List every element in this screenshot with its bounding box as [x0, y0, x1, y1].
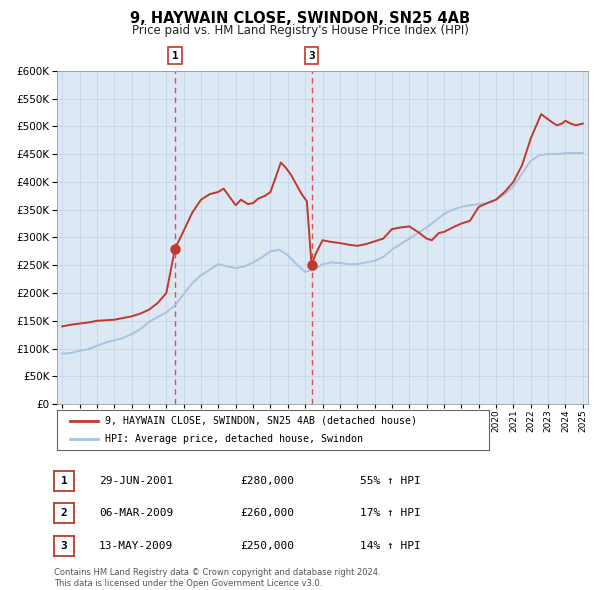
Text: 13-MAY-2009: 13-MAY-2009 — [99, 541, 173, 550]
Text: This data is licensed under the Open Government Licence v3.0.: This data is licensed under the Open Gov… — [54, 579, 322, 588]
Text: Price paid vs. HM Land Registry's House Price Index (HPI): Price paid vs. HM Land Registry's House … — [131, 24, 469, 37]
Text: 14% ↑ HPI: 14% ↑ HPI — [360, 541, 421, 550]
Text: 2: 2 — [61, 509, 67, 518]
Text: 9, HAYWAIN CLOSE, SWINDON, SN25 4AB: 9, HAYWAIN CLOSE, SWINDON, SN25 4AB — [130, 11, 470, 25]
Text: 17% ↑ HPI: 17% ↑ HPI — [360, 509, 421, 518]
Text: 9, HAYWAIN CLOSE, SWINDON, SN25 4AB (detached house): 9, HAYWAIN CLOSE, SWINDON, SN25 4AB (det… — [104, 416, 416, 426]
Text: 55% ↑ HPI: 55% ↑ HPI — [360, 476, 421, 486]
Text: 3: 3 — [308, 51, 315, 61]
Text: 3: 3 — [61, 541, 67, 550]
Text: Contains HM Land Registry data © Crown copyright and database right 2024.: Contains HM Land Registry data © Crown c… — [54, 568, 380, 576]
Text: £260,000: £260,000 — [240, 509, 294, 518]
Text: 06-MAR-2009: 06-MAR-2009 — [99, 509, 173, 518]
Text: 1: 1 — [172, 51, 178, 61]
Text: HPI: Average price, detached house, Swindon: HPI: Average price, detached house, Swin… — [104, 434, 362, 444]
Text: 29-JUN-2001: 29-JUN-2001 — [99, 476, 173, 486]
Text: 1: 1 — [61, 476, 67, 486]
Text: £280,000: £280,000 — [240, 476, 294, 486]
Text: £250,000: £250,000 — [240, 541, 294, 550]
